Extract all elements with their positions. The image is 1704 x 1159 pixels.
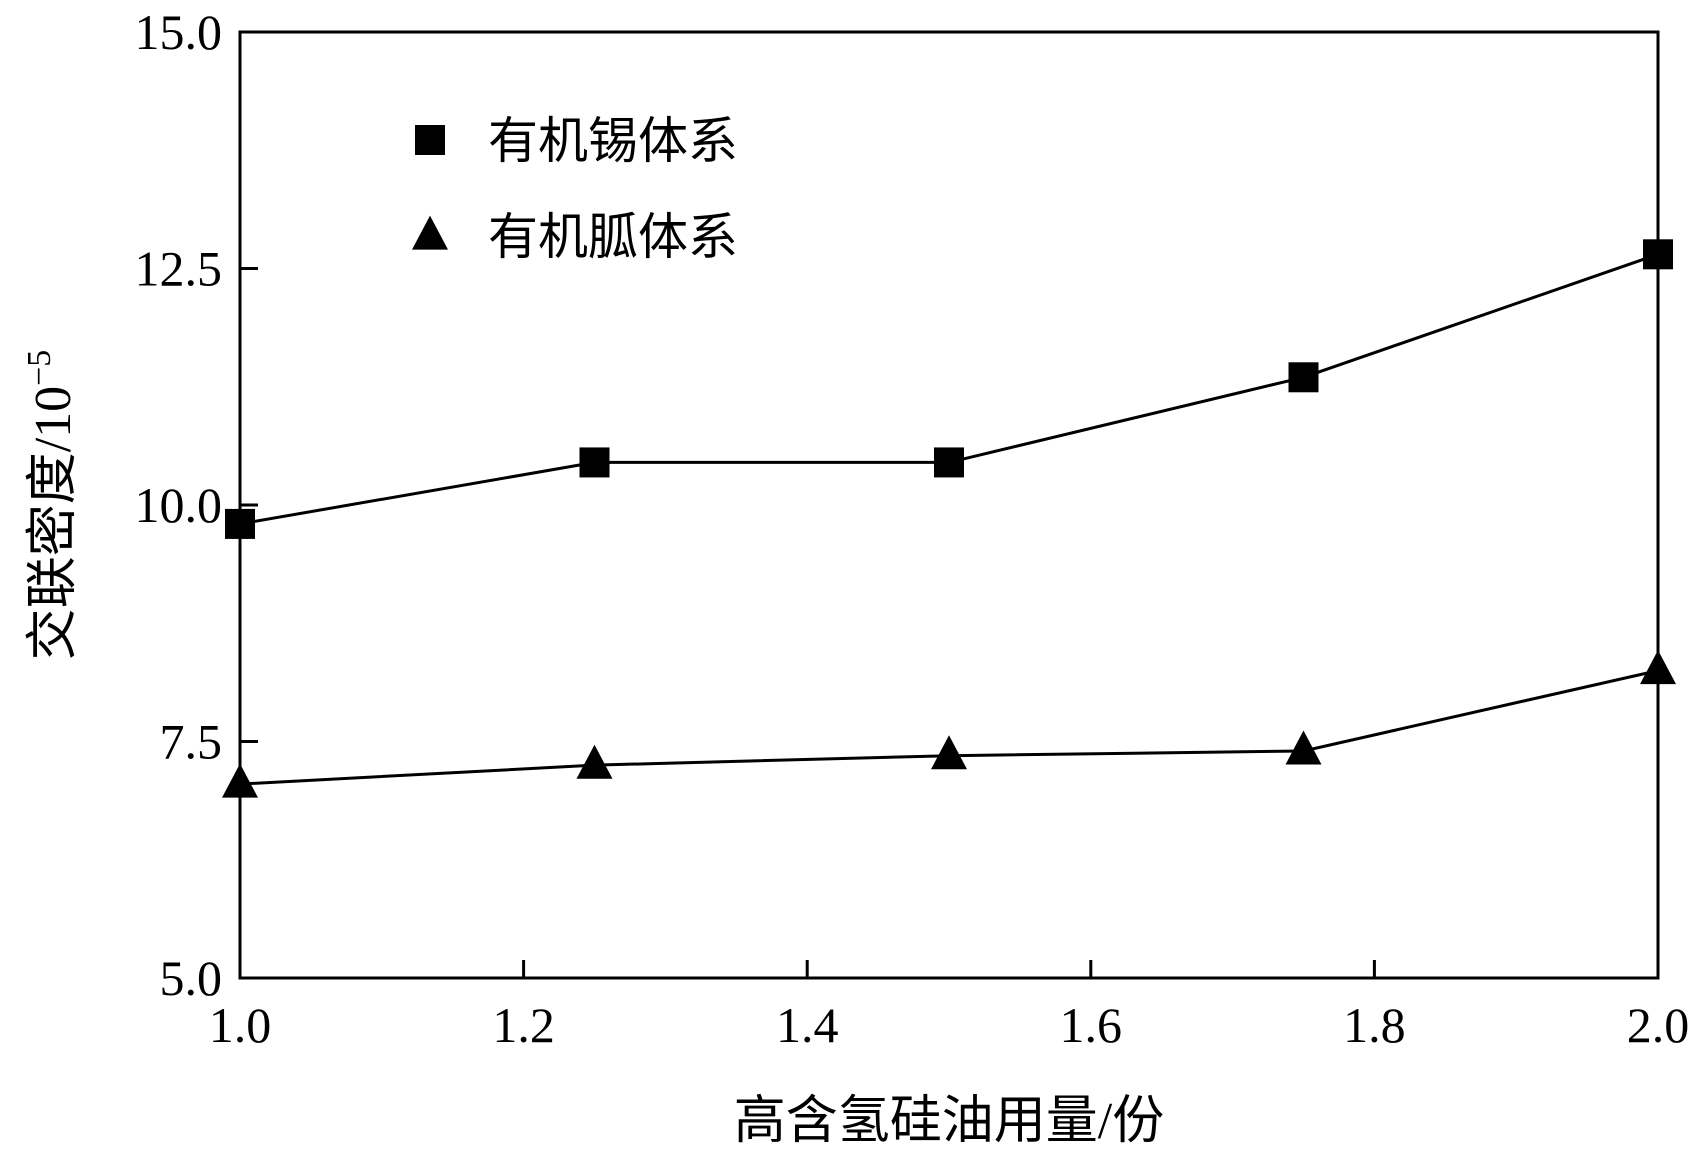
x-tick-label-0: 1.0 [209,997,272,1053]
legend-label-1: 有机胍体系 [488,209,738,265]
y-tick-label-3: 12.5 [135,241,223,297]
data-point-0-1 [579,447,610,478]
data-point-0-0 [225,508,255,539]
data-point-1-4 [1640,650,1676,685]
data-point-1-2 [931,735,967,770]
y-tick-label-4: 15.0 [135,4,223,60]
y-tick-label-2: 10.0 [135,477,223,533]
data-point-0-4 [1643,239,1673,270]
x-axis-title: 高含氢硅油用量/份 [734,1093,1164,1150]
data-point-0-2 [934,447,964,478]
series-line-0 [239,252,1659,526]
plot-frame [238,30,1660,980]
series-0 [225,239,1673,539]
legend-marker-1 [412,215,448,250]
x-tick-label-4: 1.8 [1343,997,1406,1053]
x-tick-label-1: 1.2 [492,997,555,1053]
data-point-1-3 [1285,730,1322,765]
data-point-1-1 [576,744,613,779]
y-axis-title-main: 交联密度/10 [25,386,82,660]
series-group [222,239,1676,798]
y-tick-label-0: 5.0 [160,950,223,1006]
y-axis-title-superscript: −5 [21,350,58,386]
series-1 [222,650,1676,798]
data-point-1-0 [222,763,258,798]
x-tick-label-5: 2.0 [1627,997,1690,1053]
data-point-0-3 [1288,362,1319,393]
axes-group: 1.0 1.2 1.4 1.6 1.8 2.0 5.0 7.5 10.0 12.5 15.0 [135,4,1690,1053]
legend-marker-0 [415,125,445,155]
legend-label-0: 有机锡体系 [488,113,738,169]
y-axis-title: 交联密度/10−5 [21,350,82,661]
x-tick-label-2: 1.4 [776,997,839,1053]
y-tick-label-1: 7.5 [160,714,223,770]
x-tick-label-3: 1.6 [1060,997,1123,1053]
